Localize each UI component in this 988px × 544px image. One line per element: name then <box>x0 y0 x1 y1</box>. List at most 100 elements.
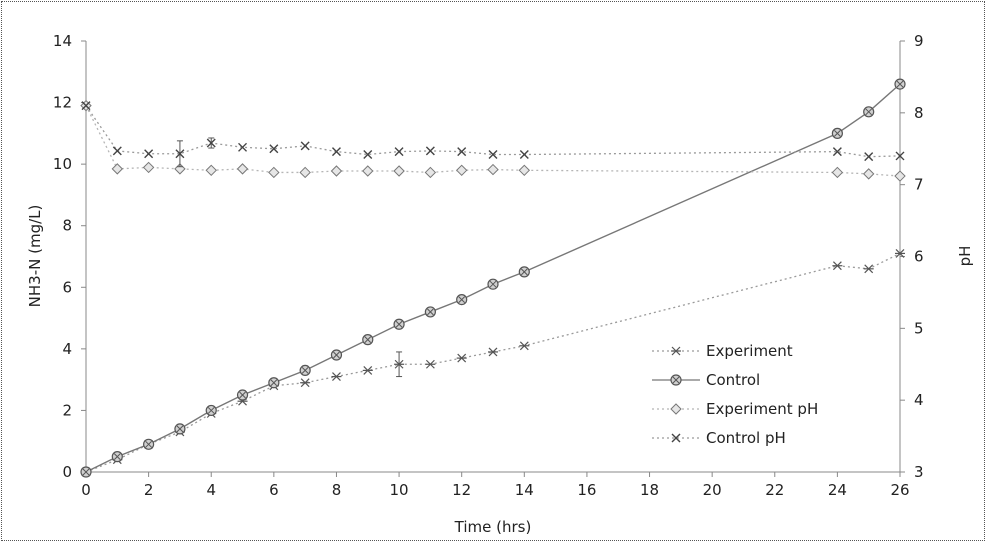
series-control <box>80 78 906 478</box>
legend-label: Control pH <box>706 429 786 447</box>
data-point <box>363 150 373 159</box>
x-tick-label: 0 <box>81 481 91 499</box>
data-point <box>488 347 498 357</box>
data-point <box>144 149 154 159</box>
data-point <box>111 163 124 175</box>
data-point <box>112 146 122 156</box>
series-line <box>85 83 901 473</box>
data-point <box>331 147 341 157</box>
legend-item: Control <box>652 371 760 389</box>
data-point <box>142 161 155 174</box>
data-point <box>487 163 499 176</box>
data-point <box>330 349 343 361</box>
data-point <box>299 166 311 179</box>
data-point <box>895 151 905 161</box>
series-layer <box>80 78 906 478</box>
data-point <box>863 264 874 274</box>
x-tick-label: 2 <box>144 481 154 499</box>
data-point <box>80 466 92 478</box>
y-tick-label: 2 <box>62 401 72 419</box>
data-point <box>206 138 216 148</box>
data-point <box>331 372 342 381</box>
y2-tick-label: 5 <box>914 319 924 337</box>
data-point <box>862 168 875 180</box>
data-point <box>457 147 467 157</box>
data-point <box>238 142 248 152</box>
data-point <box>268 377 280 389</box>
y2-tick-label: 3 <box>914 463 924 481</box>
y2-tick-label: 9 <box>914 32 924 50</box>
x-tick-label: 12 <box>452 481 471 499</box>
data-point <box>174 423 186 435</box>
data-point <box>393 165 405 177</box>
data-point <box>81 101 91 111</box>
y-tick-label: 0 <box>62 463 72 481</box>
y-axis-title: NH3-N (mg/L) <box>26 205 44 308</box>
data-point <box>330 165 343 177</box>
y-tick-label: 8 <box>62 217 72 235</box>
data-point <box>269 144 279 154</box>
data-point <box>111 451 123 463</box>
data-point <box>424 166 437 179</box>
data-point <box>832 147 842 157</box>
x-tick-label: 6 <box>269 481 279 499</box>
data-point <box>519 341 530 351</box>
data-point <box>174 163 186 175</box>
data-point <box>518 266 530 278</box>
data-point <box>831 127 843 139</box>
data-point <box>236 163 249 175</box>
data-point <box>894 170 906 182</box>
x-tick-label: 18 <box>640 481 659 499</box>
data-point <box>362 334 374 346</box>
data-point <box>362 165 374 177</box>
data-point <box>518 164 531 177</box>
tick-group: 0 2 4 6 8 10 12 14 16 18 20 22 24 2602468101214345678… <box>53 32 924 499</box>
legend: Experiment Control Experiment pH Control pH <box>652 342 818 447</box>
data-point <box>831 166 844 179</box>
legend-marker <box>670 403 682 415</box>
data-point <box>456 353 467 363</box>
data-point <box>455 164 468 177</box>
x-axis-title: Time (hrs) <box>454 518 532 536</box>
data-point <box>394 359 405 369</box>
y2-tick-label: 8 <box>914 104 924 122</box>
data-point <box>236 389 249 401</box>
data-point <box>362 365 373 375</box>
legend-label: Control <box>706 371 760 389</box>
x-tick-label: 26 <box>890 481 909 499</box>
series-line <box>85 252 901 473</box>
legend-marker <box>670 374 682 386</box>
x-tick-label: 16 <box>577 481 596 499</box>
y-tick-label: 12 <box>53 94 72 112</box>
legend-item: Control pH <box>652 429 786 447</box>
x-tick-label: 22 <box>765 481 784 499</box>
x-tick-label: 4 <box>206 481 216 499</box>
legend-marker <box>671 433 681 443</box>
legend-label: Experiment pH <box>706 400 818 418</box>
data-point <box>143 438 155 450</box>
data-point <box>205 164 217 177</box>
data-point <box>487 278 499 290</box>
data-point <box>300 378 311 388</box>
data-point <box>832 261 843 271</box>
data-point <box>895 248 905 258</box>
data-point <box>864 152 874 162</box>
data-point <box>425 146 435 156</box>
y2-tick-label: 7 <box>914 176 924 194</box>
y2-tick-label: 6 <box>914 248 924 266</box>
series-experiment-ph <box>80 99 906 182</box>
data-point <box>300 141 310 151</box>
data-point <box>205 404 217 417</box>
legend-label: Experiment <box>706 342 793 360</box>
legend-item: Experiment pH <box>652 400 818 418</box>
data-point <box>425 359 436 369</box>
data-point <box>175 149 185 159</box>
x-tick-label: 8 <box>332 481 342 499</box>
legend-item: Experiment <box>652 342 793 360</box>
data-point <box>268 166 280 179</box>
x-tick-label: 20 <box>703 481 722 499</box>
data-point <box>519 150 529 159</box>
y-tick-label: 14 <box>53 32 72 50</box>
